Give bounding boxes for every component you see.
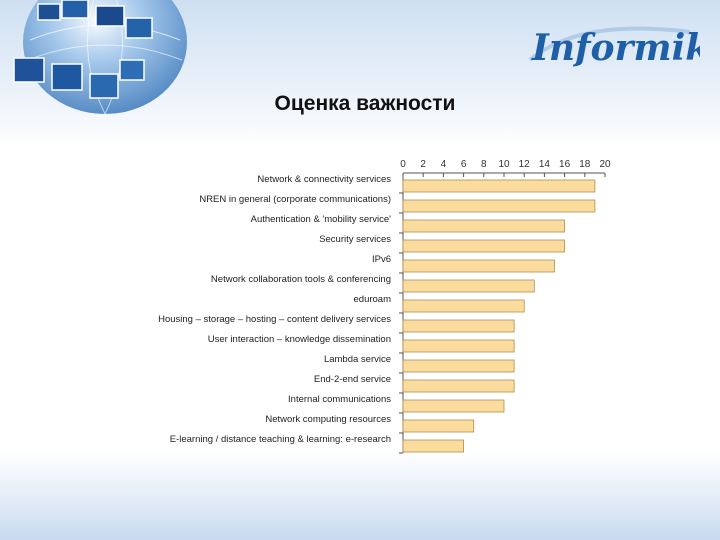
x-tick-label: 6 bbox=[461, 159, 467, 170]
bar bbox=[402, 279, 535, 293]
category-label: Housing – storage – hosting – content de… bbox=[158, 314, 391, 325]
x-tick-label: 8 bbox=[481, 159, 487, 170]
x-tick-label: 18 bbox=[579, 159, 591, 170]
category-label: Lambda service bbox=[324, 354, 391, 365]
x-tick-label: 20 bbox=[599, 159, 611, 170]
x-tick-label: 4 bbox=[441, 159, 447, 170]
bar bbox=[402, 379, 515, 393]
bar bbox=[402, 439, 464, 453]
bar bbox=[402, 399, 505, 413]
bar bbox=[402, 179, 596, 193]
x-tick-label: 14 bbox=[539, 159, 551, 170]
category-label: Network & connectivity services bbox=[257, 174, 391, 185]
informika-logo: Informika bbox=[528, 26, 700, 69]
bar bbox=[402, 419, 475, 433]
logo-text: Informika bbox=[531, 27, 700, 69]
category-label: Security services bbox=[319, 234, 391, 245]
bar bbox=[402, 359, 515, 373]
page-title: Оценка важности bbox=[274, 92, 456, 115]
bar bbox=[402, 259, 555, 273]
x-tick-label: 16 bbox=[559, 159, 571, 170]
category-label: Network collaboration tools & conferenci… bbox=[211, 274, 391, 285]
x-tick-label: 10 bbox=[498, 159, 510, 170]
bar bbox=[402, 339, 515, 353]
bar bbox=[402, 239, 566, 253]
category-label: NREN in general (corporate communication… bbox=[199, 194, 391, 205]
category-label: E-learning / distance teaching & learnin… bbox=[170, 434, 391, 445]
x-tick-label: 2 bbox=[420, 159, 426, 170]
x-tick-label: 12 bbox=[519, 159, 531, 170]
category-label: Network computing resources bbox=[265, 414, 391, 425]
bar bbox=[402, 299, 525, 313]
globe-monitors-icon bbox=[13, 0, 187, 115]
footer-background bbox=[0, 450, 720, 540]
category-label: Authentication & 'mobility service' bbox=[251, 214, 392, 225]
category-label: eduroam bbox=[354, 294, 392, 305]
category-label: Internal communications bbox=[288, 394, 391, 405]
bar bbox=[402, 219, 566, 233]
bar bbox=[402, 199, 596, 213]
category-label: User interaction – knowledge disseminati… bbox=[208, 334, 391, 345]
category-label: IPv6 bbox=[372, 254, 391, 265]
bar bbox=[402, 319, 515, 333]
category-label: End-2-end service bbox=[314, 374, 391, 385]
x-tick-label: 0 bbox=[400, 159, 406, 170]
